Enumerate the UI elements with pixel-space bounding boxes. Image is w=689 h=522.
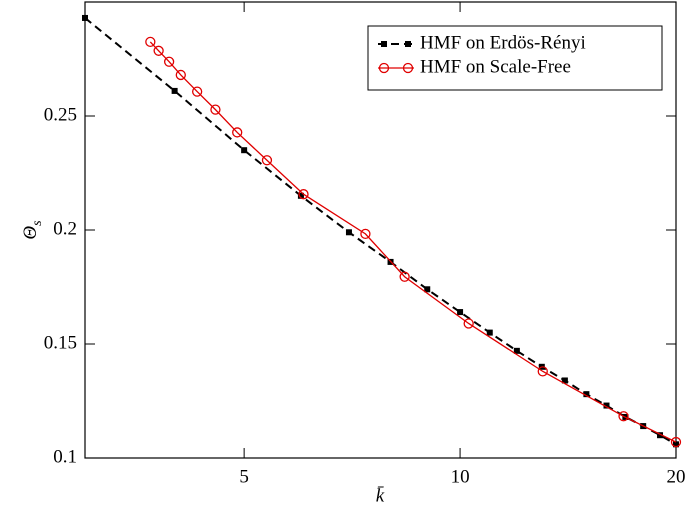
point [424, 286, 431, 293]
y-label-sub: s [30, 220, 45, 226]
point [537, 366, 548, 377]
point [657, 432, 664, 439]
y-tick-label: 0.15 [44, 332, 77, 353]
point [232, 127, 243, 138]
point [486, 329, 493, 336]
point [145, 36, 156, 48]
point [191, 86, 203, 97]
y-tick-label: 0.2 [53, 218, 77, 239]
series-line [149, 41, 677, 443]
legend-box [367, 25, 663, 91]
point [163, 56, 175, 67]
point [561, 377, 568, 384]
x-axis-label: k̄ [376, 485, 385, 506]
point [673, 441, 679, 448]
point [457, 309, 464, 316]
legend-marker [381, 41, 387, 47]
legend-marker [405, 41, 411, 47]
legend-label: HMF on Scale-Free [420, 56, 571, 77]
point [360, 228, 371, 240]
point [210, 104, 221, 115]
point [82, 14, 88, 21]
y-tick-label: 0.1 [53, 446, 77, 467]
point [603, 402, 610, 409]
x-tick-label: 20 [667, 466, 686, 487]
point [153, 45, 164, 56]
point [298, 189, 309, 200]
x-tick-label: 10 [451, 466, 470, 487]
y-tick-label: 0.25 [44, 104, 77, 125]
y-label-main: Θ [20, 226, 41, 240]
y-axis-label: Θs [20, 220, 45, 240]
point [241, 147, 248, 154]
legend-label: HMF on Erdös-Rényi [420, 32, 586, 53]
point [618, 411, 629, 422]
point [513, 347, 520, 354]
point [261, 155, 273, 166]
point [583, 391, 590, 398]
point [345, 229, 352, 236]
legend-marker [402, 62, 414, 74]
point [463, 318, 474, 329]
point [297, 192, 304, 199]
point [399, 271, 410, 282]
point [175, 69, 186, 81]
point [670, 436, 682, 448]
legend-marker [378, 62, 390, 74]
x-tick-label: 5 [239, 466, 249, 487]
point [171, 87, 178, 94]
